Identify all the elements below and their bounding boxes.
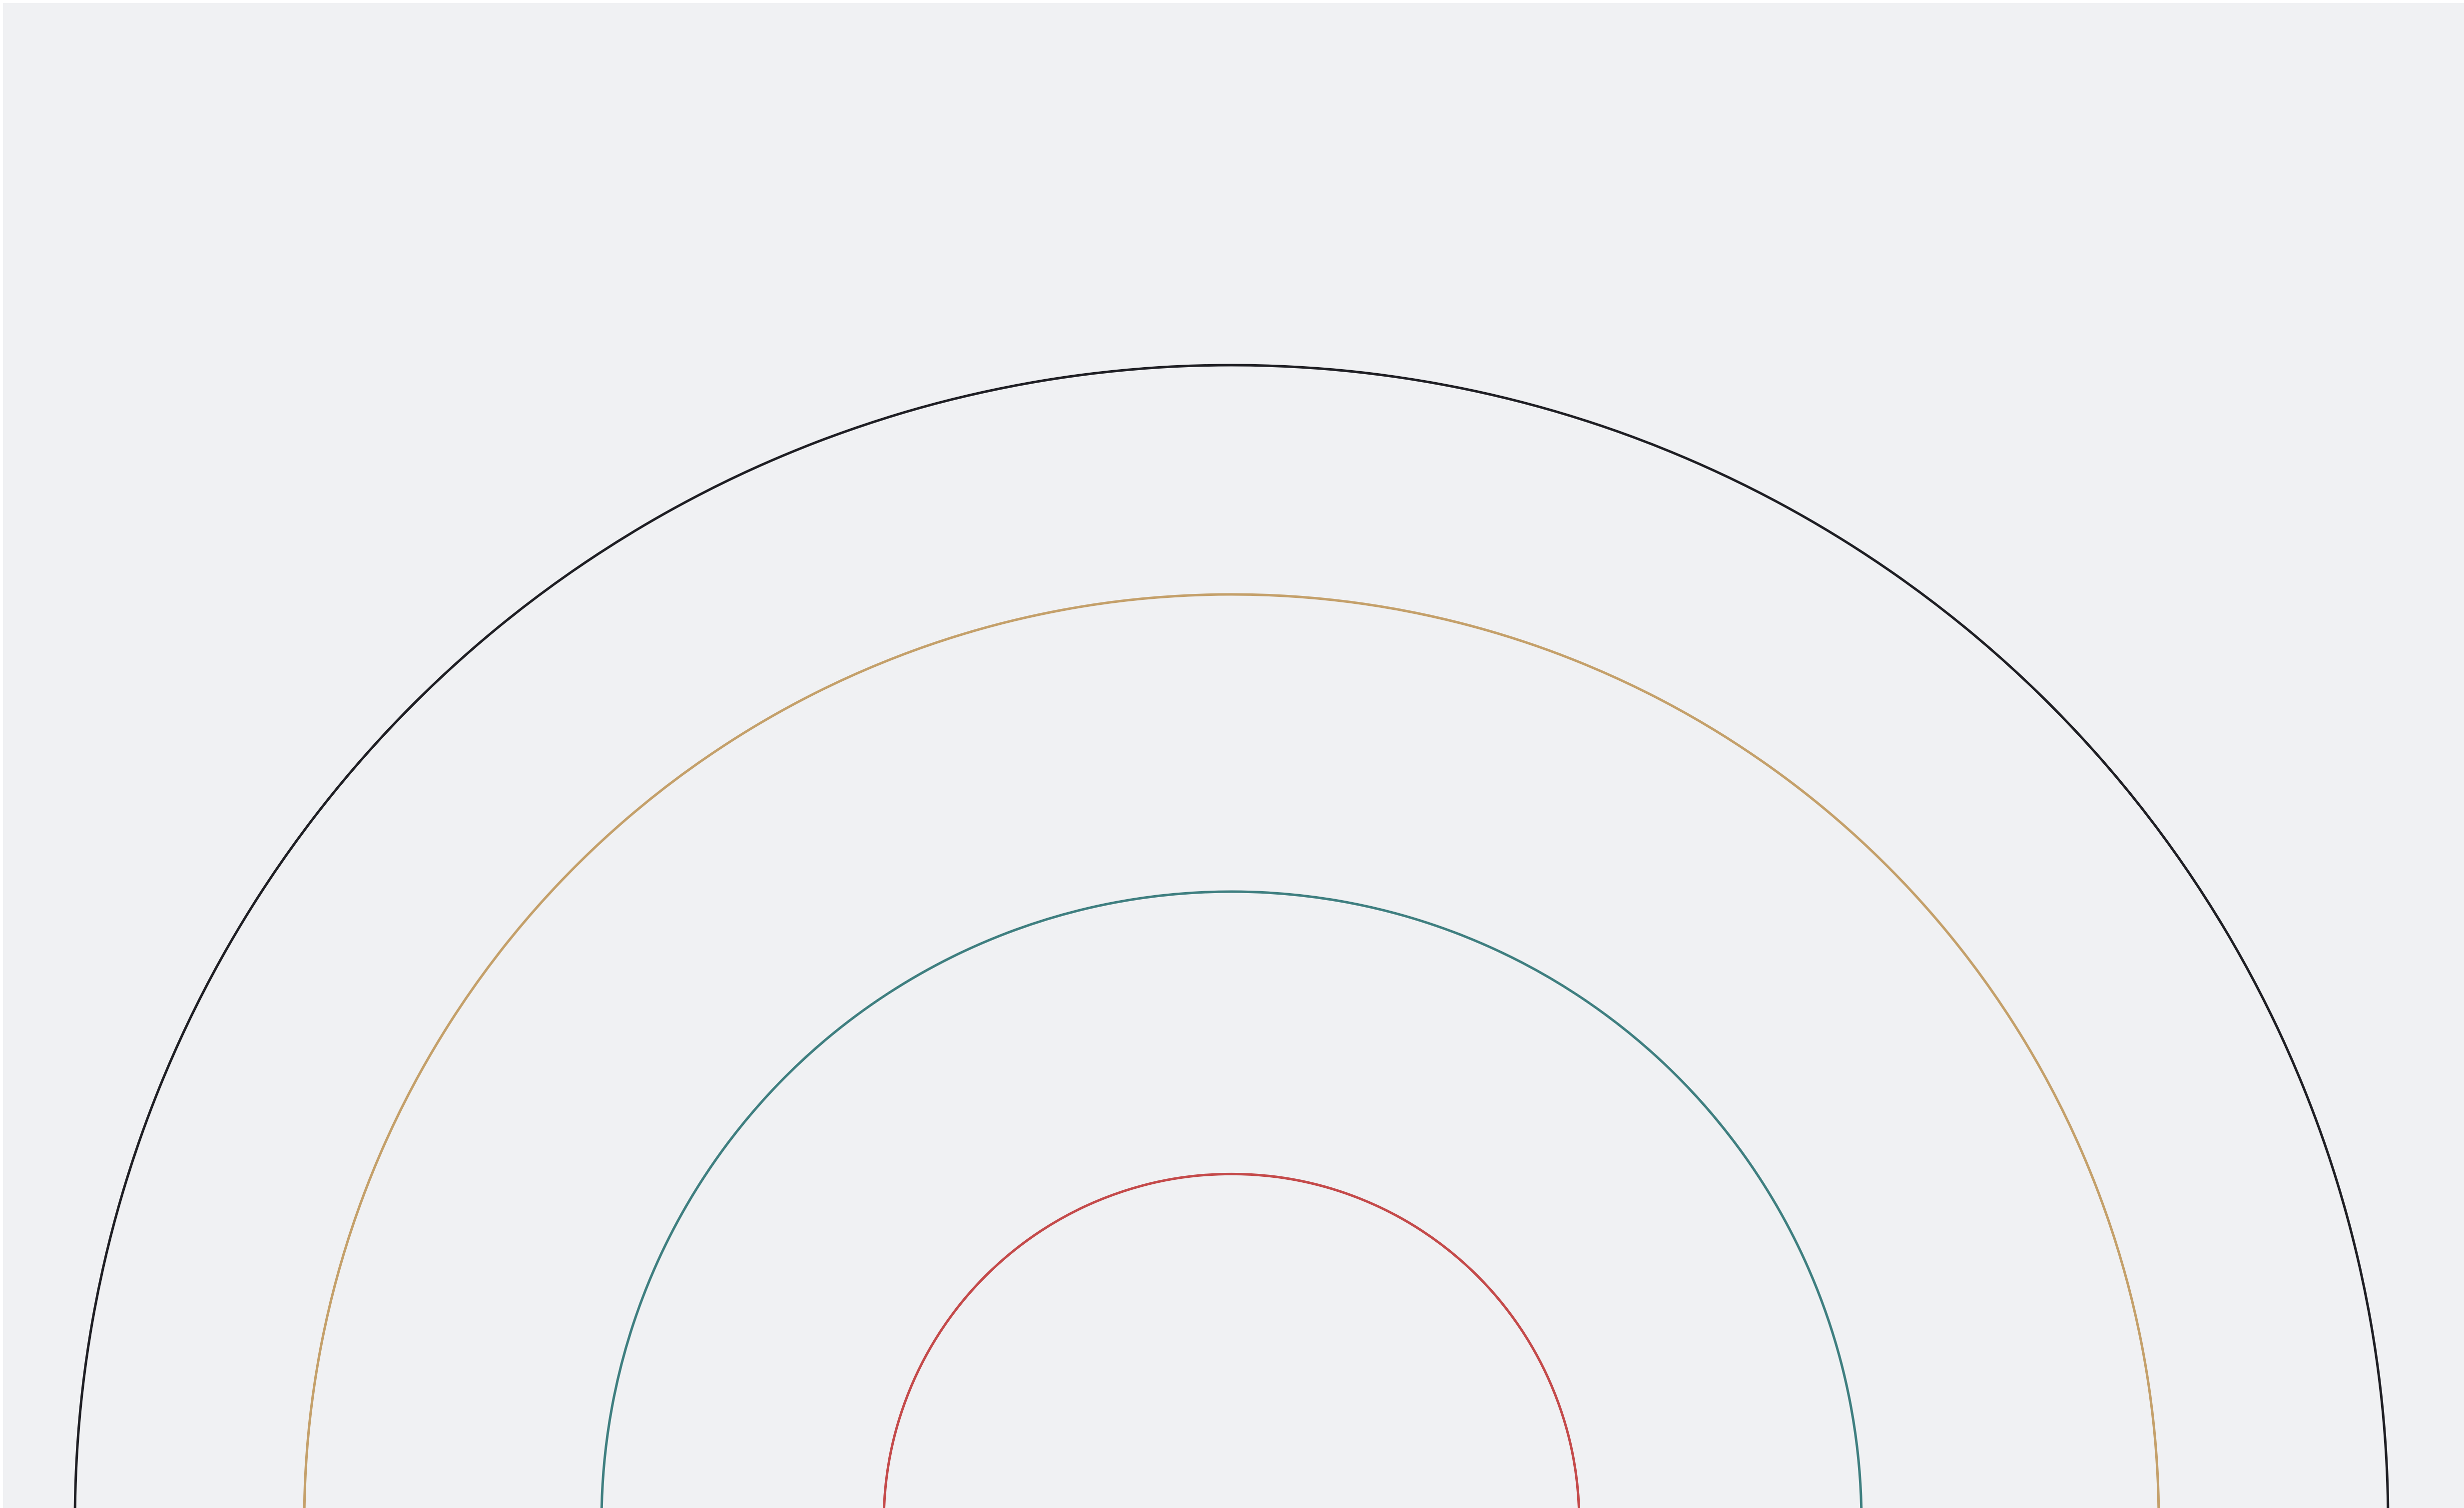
third-arc [600, 890, 1863, 1508]
inner-arc [883, 1172, 1580, 1508]
second-arc [303, 593, 2160, 1508]
concentric-arcs [73, 364, 2390, 1508]
outer-arc [73, 364, 2390, 1508]
artwork-canvas [3, 3, 2464, 1508]
